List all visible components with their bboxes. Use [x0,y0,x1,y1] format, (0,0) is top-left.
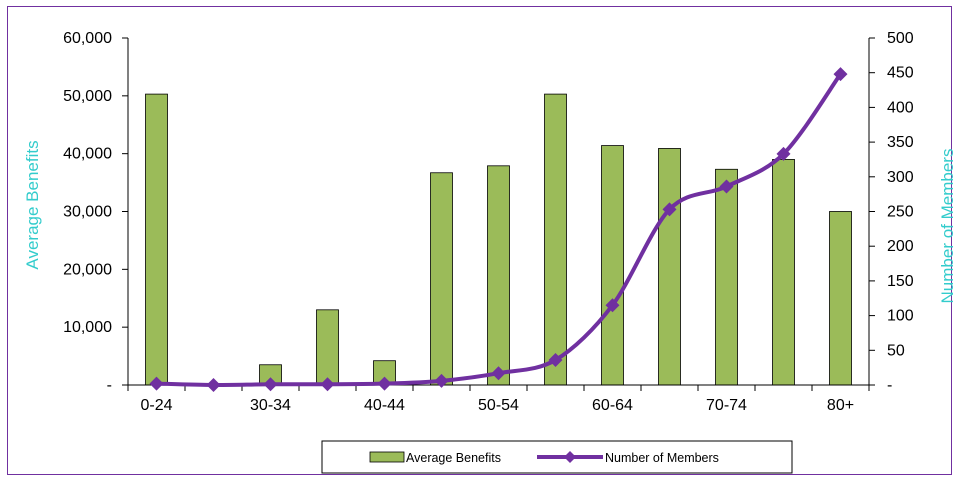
bar-35-39 [316,309,339,386]
y-tick-label: 10,000 [63,319,112,336]
y2-tick-label: 200 [887,238,914,255]
bar-55-59 [544,93,567,386]
y-tick-label: 30,000 [63,204,112,221]
y-tick-label: 20,000 [63,261,112,278]
bar-80+ [829,211,852,386]
y2-tick-label: 400 [887,99,914,116]
bar-65-69 [658,148,681,386]
y-axis-title: Average Benefits [23,140,42,269]
y-tick-label: 40,000 [63,146,112,163]
y2-tick-label: 450 [887,65,914,82]
y2-tick-label: - [887,377,892,394]
point-0-24 [149,376,164,391]
y-tick-label: - [107,377,112,394]
point-60-64 [605,298,620,313]
y-tick-label: 60,000 [63,30,112,47]
point-75-79 [776,146,791,161]
x-tick-label: 0-24 [140,397,172,414]
x-tick-label: 70-74 [706,397,747,414]
y2-tick-label: 150 [887,273,914,290]
point-40-44 [377,376,392,391]
bar-0-24 [145,93,168,386]
legend-marker-number-of-members [564,451,576,463]
tick-labels: - 10,000 20,000 30,000 40,000 50,000 60,000 - 50… [63,30,914,414]
x-tick-label: 50-54 [478,397,519,414]
bar-60-64 [601,145,624,386]
bar-70-74 [715,168,738,386]
x-tick-label: 30-34 [250,397,291,414]
legend-swatch-average-benefits [369,451,405,463]
y2-tick-label: 100 [887,308,914,325]
bar-45-49 [430,172,453,386]
bar-75-79 [772,159,795,386]
x-tick-label: 40-44 [364,397,405,414]
x-tick-label: 80+ [827,397,854,414]
point-70-74 [719,179,734,194]
line-series-number-of-members [149,67,848,392]
bar-series-average-benefits [145,93,852,386]
y2-tick-label: 350 [887,134,914,151]
bar-50-54 [487,165,510,386]
legend-label-average-benefits: Average Benefits [406,451,501,465]
legend-label-number-of-members: Number of Members [605,451,719,465]
x-tick-label: 60-64 [592,397,633,414]
y2-tick-label: 500 [887,30,914,47]
point-80+ [833,67,848,82]
point-30-34 [263,377,278,392]
y-tick-label: 50,000 [63,88,112,105]
y2-tick-label: 250 [887,204,914,221]
y2-tick-label: 50 [887,342,905,359]
point-55-59 [548,353,563,368]
legend: Average Benefits Number of Members [321,440,793,474]
point-65-69 [662,202,677,217]
y2-tick-label: 300 [887,169,914,186]
point-45-49 [434,373,449,388]
y2-axis-title: Number of Members [938,149,957,304]
point-25-29 [206,378,221,392]
point-50-54 [491,366,506,381]
point-35-39 [320,377,335,392]
